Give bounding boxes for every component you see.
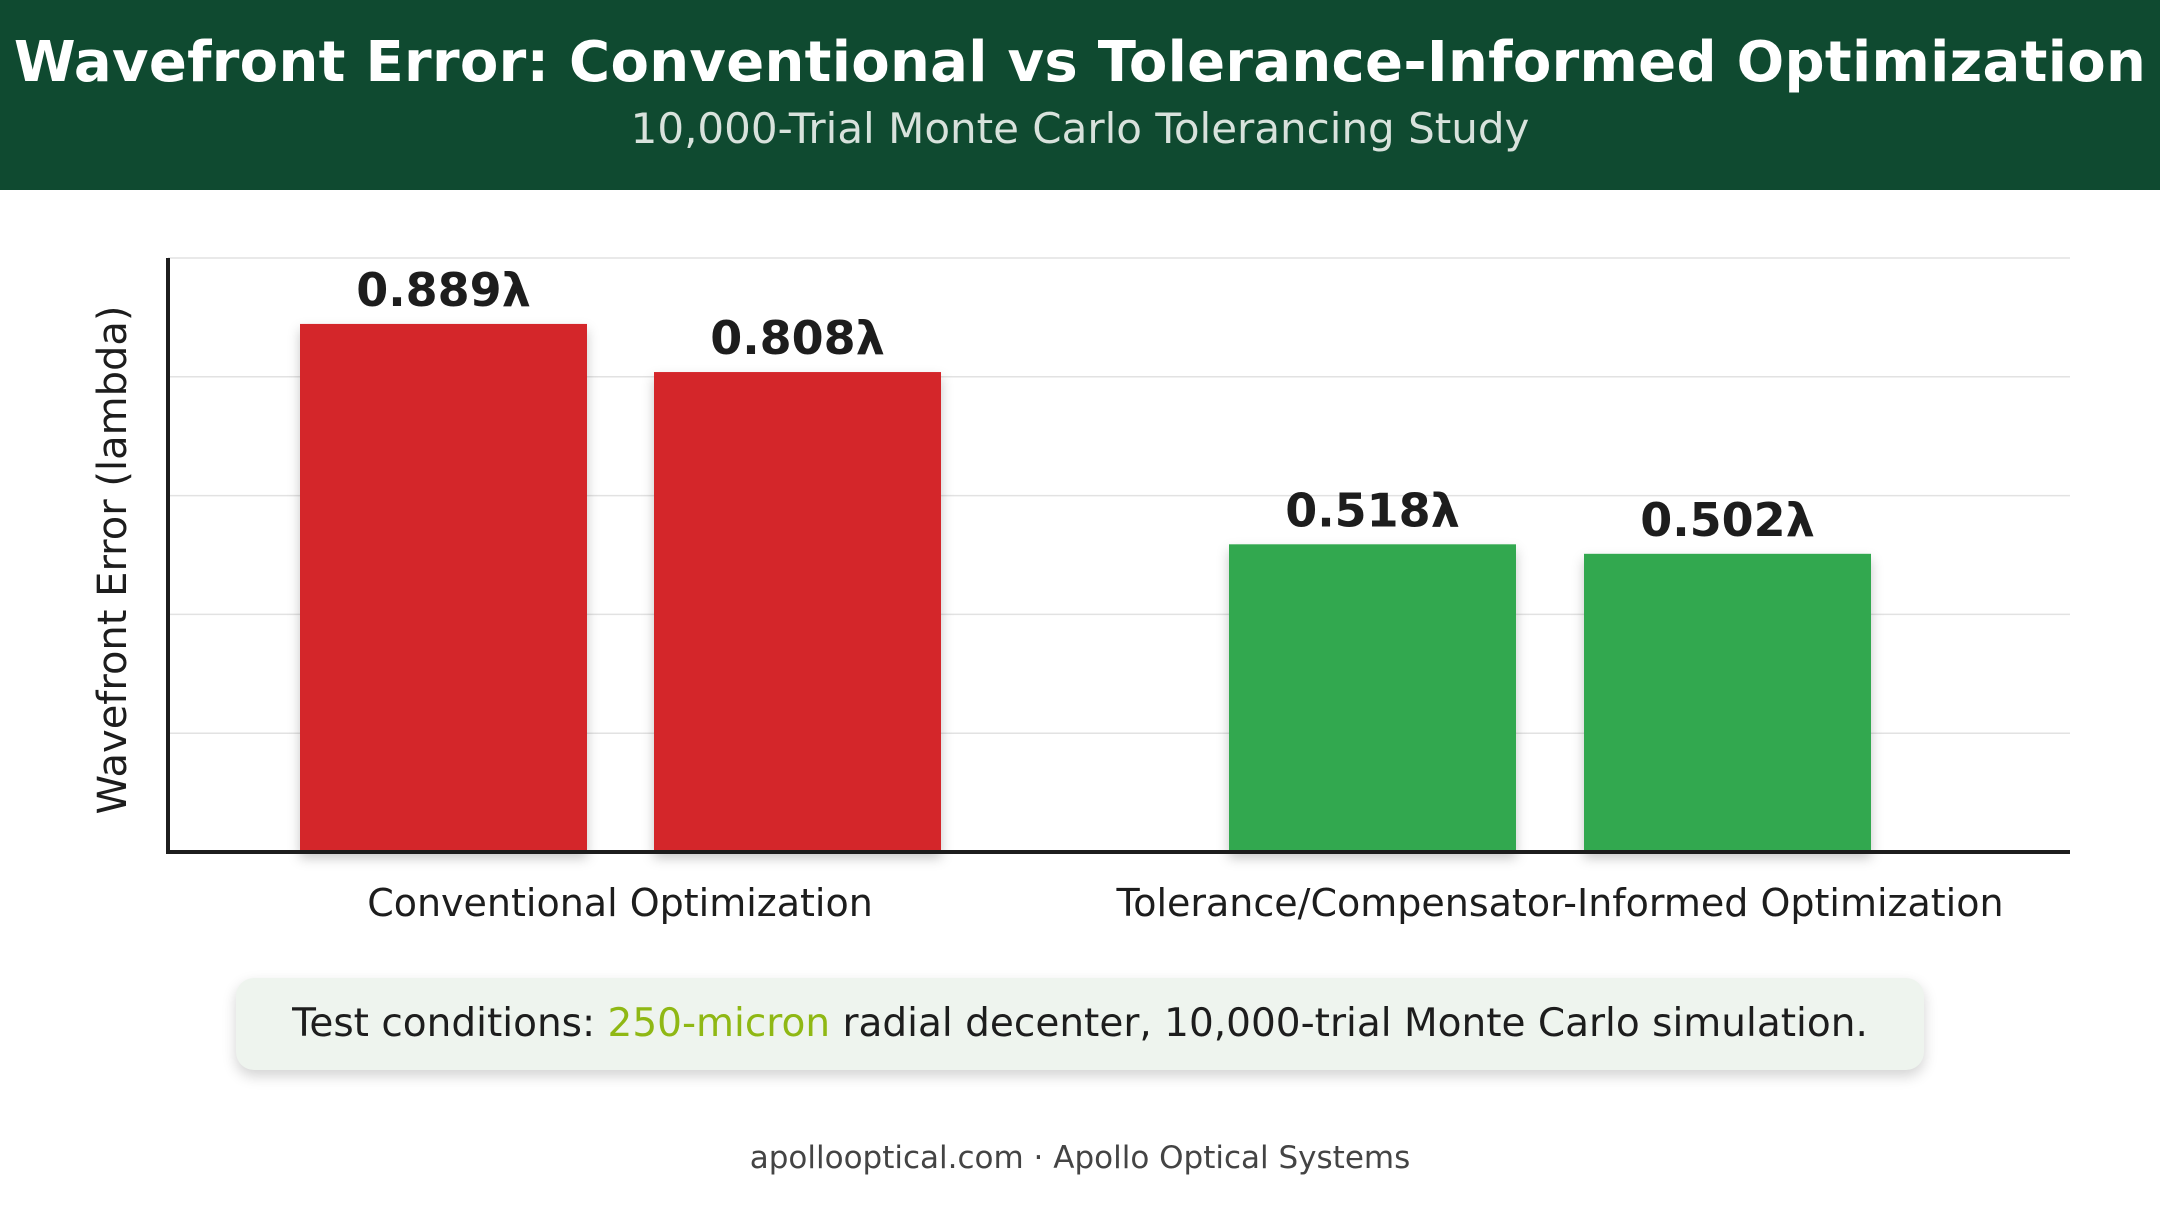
bar-value-label: 0.518λ <box>1285 483 1460 537</box>
bar-value-label: 0.808λ <box>710 311 885 365</box>
group-label: Conventional Optimization <box>367 881 873 925</box>
chart-subtitle: 10,000-Trial Monte Carlo Tolerancing Stu… <box>630 104 1530 153</box>
bar-chart: 0.889λ 0.808λ Conventional Optimization 0.5… <box>90 257 2070 925</box>
bar <box>654 372 941 852</box>
header-banner: Wavefront Error: Conventional vs Toleran… <box>0 0 2160 190</box>
test-conditions-note: Test conditions: 250-micron radial decen… <box>236 978 1924 1070</box>
bar <box>1584 553 1871 852</box>
note-suffix: radial decenter, 10,000-trial Monte Carl… <box>830 1001 1868 1046</box>
y-axis-label: Wavefront Error (lambda) <box>90 306 136 815</box>
bar-value-label: 0.502λ <box>1640 493 1815 547</box>
footer-credit: apollooptical.com · Apollo Optical Syste… <box>749 1140 1411 1176</box>
chart-title: Wavefront Error: Conventional vs Toleran… <box>13 30 2147 95</box>
bar <box>1229 544 1516 852</box>
bar <box>300 323 587 852</box>
note-prefix: Test conditions: <box>292 1001 608 1046</box>
bar-value-label: 0.889λ <box>356 263 531 317</box>
group-label: Tolerance/Compensator-Informed Optimizat… <box>1115 881 2003 925</box>
note-highlight: 250-micron <box>607 1001 831 1046</box>
